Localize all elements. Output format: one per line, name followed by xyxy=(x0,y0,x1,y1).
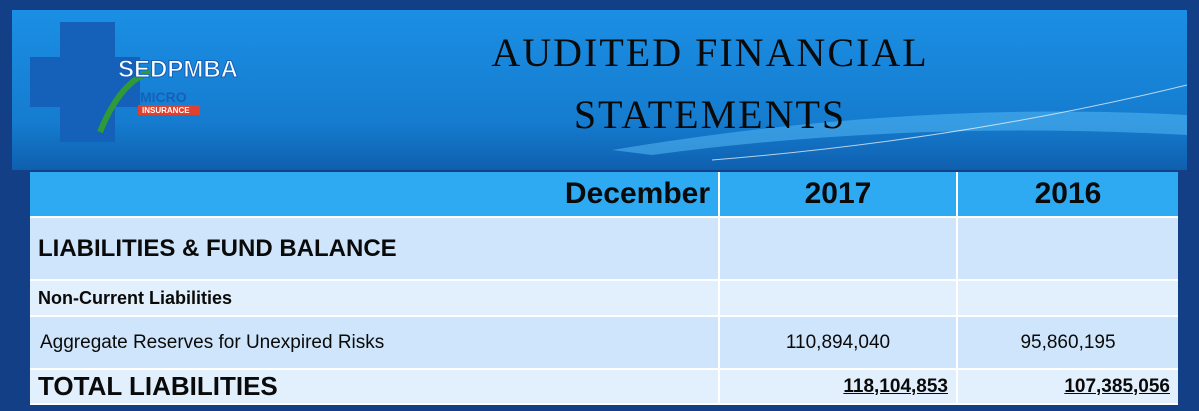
table-row: Non-Current Liabilities xyxy=(30,281,1178,317)
title: AUDITED FINANCIAL STATEMENTS xyxy=(330,22,1090,146)
row-label: Aggregate Reserves for Unexpired Risks xyxy=(30,317,720,368)
value-cell xyxy=(720,218,958,279)
title-line: STATEMENTS xyxy=(573,92,847,137)
value-cell xyxy=(958,218,1178,279)
header-band xyxy=(12,10,1187,170)
row-label: LIABILITIES & FUND BALANCE xyxy=(30,218,720,279)
header-swoosh xyxy=(612,84,1187,161)
value-cell xyxy=(720,281,958,315)
value-cell xyxy=(958,281,1178,315)
column-header: 2016 xyxy=(1034,177,1102,210)
value-cell: 118,104,853 xyxy=(720,370,958,403)
value-cell: 107,385,056 xyxy=(1064,375,1170,397)
row-label: TOTAL LIABILITIES xyxy=(30,370,720,403)
header-row: December 2017 2016 xyxy=(30,172,1178,218)
table: December 2017 2016 LIABILITIES & FUND BALAN… xyxy=(30,172,1178,405)
logo: SEDPMBA MICRO INSURANCE xyxy=(30,22,260,142)
column-header: December xyxy=(30,172,720,216)
row-label: Non-Current Liabilities xyxy=(30,281,720,315)
logo-tag: INSURANCE xyxy=(142,106,190,115)
value-cell: 110,894,040 xyxy=(720,317,958,368)
column-header: 2017 xyxy=(720,172,958,216)
table-row: LIABILITIES & FUND BALANCE xyxy=(30,218,1178,281)
logo-art: SEDPMBA MICRO INSURANCE xyxy=(30,22,239,142)
value-cell: 95,860,195 xyxy=(1020,331,1116,353)
table-row: Aggregate Reserves for Unexpired Risks 11… xyxy=(30,317,1178,370)
title-line: AUDITED FINANCIAL xyxy=(491,30,929,75)
table-row: TOTAL LIABILITIES 118,104,853 107,385,056 xyxy=(30,370,1178,405)
logo-name: SEDPMBA xyxy=(118,56,238,83)
logo-sub: MICRO xyxy=(140,89,187,105)
